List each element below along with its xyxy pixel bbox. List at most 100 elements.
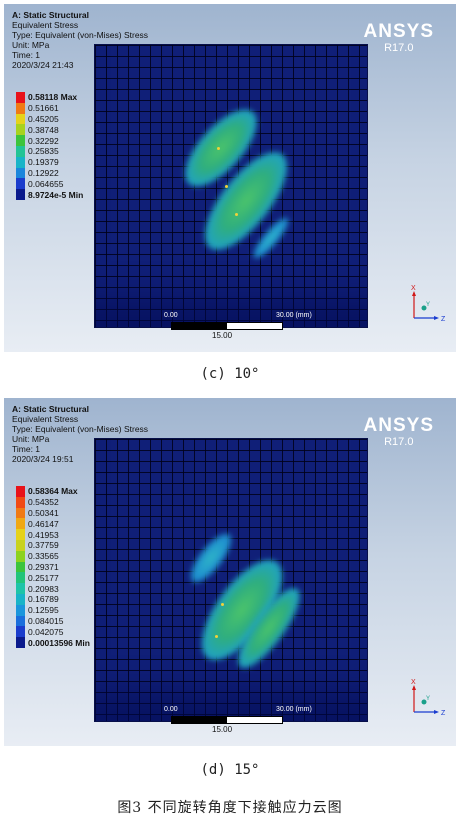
legend-swatch: [16, 135, 25, 146]
legend-entry: 0.064655: [16, 178, 83, 190]
legend-label: 0.45205: [28, 113, 59, 124]
legend-swatch: [16, 518, 25, 530]
legend-label: 0.58118 Max: [28, 92, 78, 103]
legend-swatch: [16, 550, 25, 562]
legend-swatch: [16, 604, 25, 616]
legend-entry: 0.38748: [16, 124, 83, 136]
legend-swatch: [16, 496, 25, 508]
legend-swatch: [16, 507, 25, 519]
result-info: A: Static Structural Equivalent Stress T…: [12, 10, 148, 70]
legend-swatch: [16, 626, 25, 638]
legend-label: 0.50341: [28, 507, 59, 518]
legend-entry: 0.33565: [16, 550, 90, 562]
legend-swatch: [16, 189, 25, 200]
legend-swatch: [16, 92, 25, 103]
legend-label: 0.58364 Max: [28, 486, 78, 497]
legend-swatch: [16, 539, 25, 551]
legend-label: 0.37759: [28, 540, 59, 551]
legend-swatch: [16, 113, 25, 125]
result-time: Time: 1: [12, 50, 41, 60]
stress-peak: [215, 635, 218, 638]
stress-peak: [217, 147, 220, 150]
scale-end-label: 30.00 (mm): [276, 312, 312, 319]
legend-entry: 0.25177: [16, 572, 90, 584]
legend-label: 0.064655: [28, 178, 64, 189]
legend-swatch: [16, 102, 25, 114]
legend-entry: 0.54352: [16, 496, 90, 508]
ansys-logo: ANSYS R17.0: [363, 21, 434, 55]
legend-label: 8.9724e-5 Min: [28, 189, 84, 200]
legend-entry: 0.00013596 Min: [16, 637, 90, 648]
legend-label: 0.20983: [28, 583, 59, 594]
axis-y-label: Y: [426, 696, 430, 702]
legend-entry: 0.45205: [16, 113, 83, 125]
legend-swatch: [16, 486, 25, 497]
figure-caption: 图3 不同旋转角度下接触应力云图: [117, 800, 343, 816]
result-info: A: Static Structural Equivalent Stress T…: [12, 404, 148, 464]
legend-swatch: [16, 145, 25, 157]
color-legend: 0.58118 Max 0.51661 0.45205 0.38748 0.32292 0…: [16, 92, 83, 200]
legend-swatch: [16, 529, 25, 540]
mesh-contour-plot[interactable]: [94, 438, 368, 722]
legend-swatch: [16, 593, 25, 605]
legend-label: 0.25177: [28, 572, 59, 583]
legend-entry: 0.16789: [16, 593, 90, 605]
result-date: 2020/3/24 19:51: [12, 454, 74, 464]
stress-peak: [235, 213, 238, 216]
axis-z-label: Z: [441, 316, 446, 323]
legend-label: 0.38748: [28, 124, 59, 135]
scale-mid-label: 15.00: [212, 725, 233, 734]
scale-bar-graphic: [171, 716, 283, 724]
result-name: Equivalent Stress: [12, 20, 79, 30]
axis-y-label: Y: [426, 302, 430, 308]
legend-swatch: [16, 156, 25, 168]
legend-swatch: [16, 615, 25, 627]
stress-peak: [221, 603, 224, 606]
legend-label: 0.042075: [28, 626, 64, 637]
scale-mid-label: 15.00: [212, 331, 233, 340]
legend-label: 0.29371: [28, 561, 59, 572]
legend-entry: 0.32292: [16, 135, 83, 146]
legend-entry: 0.50341: [16, 507, 90, 519]
brand-name: ANSYS: [363, 415, 434, 436]
result-unit: Unit: MPa: [12, 40, 50, 50]
brand-name: ANSYS: [363, 21, 434, 42]
legend-label: 0.41953: [28, 529, 59, 540]
axis-x-label: X: [411, 679, 416, 686]
legend-entry: 0.29371: [16, 561, 90, 573]
legend-entry: 0.37759: [16, 539, 90, 551]
result-time: Time: 1: [12, 444, 41, 454]
legend-entry: 8.9724e-5 Min: [16, 189, 83, 200]
legend-entry: 0.41953: [16, 529, 90, 540]
legend-label: 0.33565: [28, 551, 59, 562]
legend-entry: 0.20983: [16, 583, 90, 594]
scale-start-label: 0.00: [164, 312, 178, 319]
stress-peak: [225, 185, 228, 188]
subfigure-caption-d: (d) 15°: [200, 762, 260, 778]
ansys-logo: ANSYS R17.0: [363, 415, 434, 449]
result-type: Type: Equivalent (von-Mises) Stress: [12, 424, 149, 434]
subfigure-caption-c: (c) 10°: [200, 366, 260, 382]
legend-swatch: [16, 572, 25, 584]
scale-bar: 0.00 30.00 (mm) 15.00: [154, 312, 374, 342]
brand-version: R17.0: [384, 42, 414, 54]
scale-bar-graphic: [171, 322, 283, 330]
result-unit: Unit: MPa: [12, 434, 50, 444]
mesh-contour-plot[interactable]: [94, 44, 368, 328]
axis-z-label: Z: [441, 710, 446, 717]
legend-entry: 0.19379: [16, 156, 83, 168]
axis-triad-icon[interactable]: X Z Y: [400, 282, 450, 332]
legend-swatch: [16, 583, 25, 594]
legend-entry: 0.084015: [16, 615, 90, 627]
axis-triad-icon[interactable]: X Z Y: [400, 676, 450, 726]
legend-label: 0.16789: [28, 594, 59, 605]
analysis-title: A: Static Structural: [12, 10, 89, 20]
legend-label: 0.12922: [28, 167, 59, 178]
legend-label: 0.19379: [28, 157, 59, 168]
result-type: Type: Equivalent (von-Mises) Stress: [12, 30, 149, 40]
axis-x-label: X: [411, 285, 416, 292]
result-name: Equivalent Stress: [12, 414, 79, 424]
result-panel-d: A: Static Structural Equivalent Stress T…: [4, 398, 456, 746]
legend-entry: 0.25835: [16, 145, 83, 157]
legend-entry: 0.46147: [16, 518, 90, 530]
